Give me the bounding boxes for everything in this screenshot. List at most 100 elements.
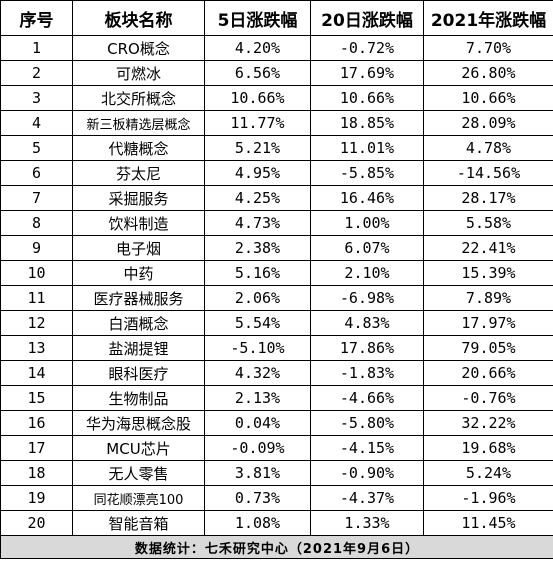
change-2021-cell: 28.17% [423, 185, 553, 211]
change-20day-cell: 1.00% [310, 210, 424, 236]
sector-name-cell: 同花顺漂亮100 [72, 485, 205, 511]
change-5day-cell: 5.54% [204, 310, 311, 336]
table-row: 6 芬太尼 4.95% -5.85% -14.56% [0, 160, 553, 186]
table-body: 1 CRO概念 4.20% -0.72% 7.70% 2 可燃冰 6.56% 17.69% 26.… [0, 35, 553, 536]
row-index-cell: 18 [0, 460, 73, 486]
change-20day-cell: -6.98% [310, 285, 424, 311]
change-20day-cell: -0.90% [310, 460, 424, 486]
sector-name-cell: 智能音箱 [72, 510, 205, 536]
header-5day-change: 5日涨跌幅 [204, 0, 311, 36]
sector-name-cell: 医疗器械服务 [72, 285, 205, 311]
change-20day-cell: -5.85% [310, 160, 424, 186]
row-index-cell: 5 [0, 135, 73, 161]
table-row: 17 MCU芯片 -0.09% -4.15% 19.68% [0, 435, 553, 461]
change-2021-cell: 4.78% [423, 135, 553, 161]
sector-name-cell: MCU芯片 [72, 435, 205, 461]
change-20day-cell: 11.01% [310, 135, 424, 161]
sector-name-cell: 北交所概念 [72, 85, 205, 111]
change-5day-cell: 4.95% [204, 160, 311, 186]
change-2021-cell: 28.09% [423, 110, 553, 136]
change-20day-cell: -5.80% [310, 410, 424, 436]
change-5day-cell: 11.77% [204, 110, 311, 136]
row-index-cell: 7 [0, 185, 73, 211]
row-index-cell: 4 [0, 110, 73, 136]
change-2021-cell: 20.66% [423, 360, 553, 386]
row-index-cell: 8 [0, 210, 73, 236]
change-20day-cell: -0.72% [310, 35, 424, 61]
change-20day-cell: -4.15% [310, 435, 424, 461]
change-2021-cell: -1.96% [423, 485, 553, 511]
table-row: 15 生物制品 2.13% -4.66% -0.76% [0, 385, 553, 411]
change-2021-cell: 79.05% [423, 335, 553, 361]
sector-name-cell: 生物制品 [72, 385, 205, 411]
footer-row: 数据统计：七禾研究中心（2021年9月6日） [0, 535, 553, 559]
change-5day-cell: -0.09% [204, 435, 311, 461]
change-5day-cell: 0.73% [204, 485, 311, 511]
row-index-cell: 15 [0, 385, 73, 411]
header-index: 序号 [0, 0, 73, 36]
change-5day-cell: 4.20% [204, 35, 311, 61]
row-index-cell: 6 [0, 160, 73, 186]
table-row: 18 无人零售 3.81% -0.90% 5.24% [0, 460, 553, 486]
header-row: 序号 板块名称 5日涨跌幅 20日涨跌幅 2021年涨跌幅 [0, 0, 553, 36]
change-5day-cell: 5.16% [204, 260, 311, 286]
change-20day-cell: 6.07% [310, 235, 424, 261]
change-20day-cell: 2.10% [310, 260, 424, 286]
change-2021-cell: -14.56% [423, 160, 553, 186]
change-20day-cell: -4.66% [310, 385, 424, 411]
change-2021-cell: -0.76% [423, 385, 553, 411]
change-5day-cell: 3.81% [204, 460, 311, 486]
sector-name-cell: 盐湖提锂 [72, 335, 205, 361]
change-2021-cell: 26.80% [423, 60, 553, 86]
sector-name-cell: CRO概念 [72, 35, 205, 61]
header-sector-name: 板块名称 [72, 0, 205, 36]
change-5day-cell: 2.13% [204, 385, 311, 411]
change-5day-cell: 0.04% [204, 410, 311, 436]
sector-name-cell: 采掘服务 [72, 185, 205, 211]
sector-name-cell: 新三板精选层概念 [72, 110, 205, 136]
header-20day-change: 20日涨跌幅 [310, 0, 424, 36]
change-5day-cell: 4.25% [204, 185, 311, 211]
row-index-cell: 9 [0, 235, 73, 261]
row-index-cell: 10 [0, 260, 73, 286]
change-5day-cell: 5.21% [204, 135, 311, 161]
sector-name-cell: 眼科医疗 [72, 360, 205, 386]
table-row: 1 CRO概念 4.20% -0.72% 7.70% [0, 35, 553, 61]
change-2021-cell: 7.70% [423, 35, 553, 61]
change-20day-cell: 17.69% [310, 60, 424, 86]
row-index-cell: 14 [0, 360, 73, 386]
change-2021-cell: 7.89% [423, 285, 553, 311]
table-row: 20 智能音箱 1.08% 1.33% 11.45% [0, 510, 553, 536]
table-row: 4 新三板精选层概念 11.77% 18.85% 28.09% [0, 110, 553, 136]
header-2021-change: 2021年涨跌幅 [423, 0, 553, 36]
change-2021-cell: 11.45% [423, 510, 553, 536]
table-row: 3 北交所概念 10.66% 10.66% 10.66% [0, 85, 553, 111]
table-row: 10 中药 5.16% 2.10% 15.39% [0, 260, 553, 286]
table-row: 13 盐湖提锂 -5.10% 17.86% 79.05% [0, 335, 553, 361]
source-note: 数据统计：七禾研究中心（2021年9月6日） [0, 535, 553, 559]
table-row: 11 医疗器械服务 2.06% -6.98% 7.89% [0, 285, 553, 311]
change-2021-cell: 15.39% [423, 260, 553, 286]
change-2021-cell: 22.41% [423, 235, 553, 261]
table-row: 12 白酒概念 5.54% 4.83% 17.97% [0, 310, 553, 336]
sector-name-cell: 饮料制造 [72, 210, 205, 236]
row-index-cell: 13 [0, 335, 73, 361]
change-5day-cell: 2.06% [204, 285, 311, 311]
change-5day-cell: 1.08% [204, 510, 311, 536]
change-5day-cell: 4.32% [204, 360, 311, 386]
row-index-cell: 2 [0, 60, 73, 86]
change-20day-cell: 4.83% [310, 310, 424, 336]
change-20day-cell: 18.85% [310, 110, 424, 136]
row-index-cell: 17 [0, 435, 73, 461]
table-row: 8 饮料制造 4.73% 1.00% 5.58% [0, 210, 553, 236]
sector-name-cell: 无人零售 [72, 460, 205, 486]
table-row: 14 眼科医疗 4.32% -1.83% 20.66% [0, 360, 553, 386]
change-20day-cell: -4.37% [310, 485, 424, 511]
change-5day-cell: 10.66% [204, 85, 311, 111]
sector-name-cell: 芬太尼 [72, 160, 205, 186]
row-index-cell: 12 [0, 310, 73, 336]
change-2021-cell: 10.66% [423, 85, 553, 111]
change-5day-cell: 6.56% [204, 60, 311, 86]
